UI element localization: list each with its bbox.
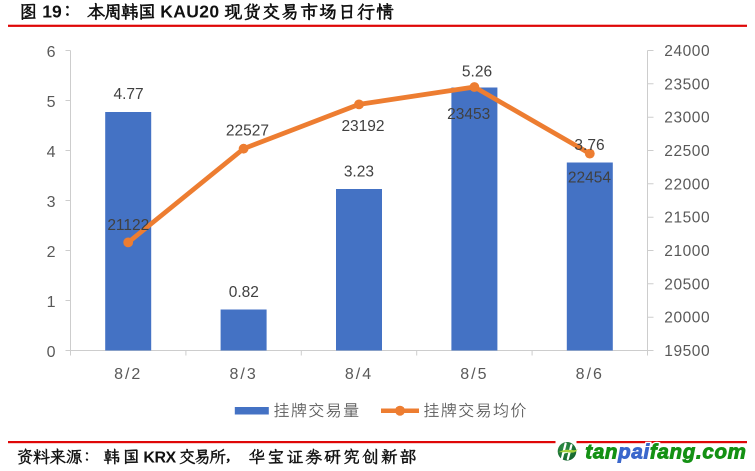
svg-text:KAU20: KAU20: [160, 1, 219, 21]
svg-text:0.82: 0.82: [229, 284, 259, 301]
svg-text:22500: 22500: [664, 143, 710, 160]
svg-text:21122: 21122: [107, 217, 149, 234]
svg-text:22527: 22527: [226, 122, 269, 139]
svg-text:23000: 23000: [664, 110, 710, 127]
svg-text:4: 4: [47, 144, 56, 161]
svg-text:22000: 22000: [664, 176, 710, 193]
svg-text:tanpaifang.com: tanpaifang.com: [585, 441, 746, 464]
svg-text:8/6: 8/6: [576, 366, 604, 383]
svg-text:20500: 20500: [664, 276, 710, 293]
svg-text:23500: 23500: [664, 76, 710, 93]
svg-text:22454: 22454: [568, 170, 611, 187]
svg-text:4.77: 4.77: [114, 86, 144, 103]
svg-text:5.26: 5.26: [462, 64, 492, 81]
svg-text:3.23: 3.23: [344, 163, 374, 180]
svg-text:5: 5: [47, 94, 56, 111]
svg-text:3.76: 3.76: [574, 137, 604, 154]
svg-text:19500: 19500: [664, 343, 710, 360]
svg-text:23453: 23453: [447, 106, 490, 123]
svg-text:8/2: 8/2: [114, 366, 142, 383]
svg-text:1: 1: [47, 294, 56, 311]
svg-text:20000: 20000: [664, 310, 710, 327]
svg-text:24000: 24000: [664, 43, 710, 60]
svg-text:19: 19: [42, 1, 62, 21]
svg-text:8/3: 8/3: [229, 366, 257, 383]
svg-text:3: 3: [47, 194, 56, 211]
svg-text:8/5: 8/5: [460, 366, 488, 383]
svg-text:KRX: KRX: [143, 450, 176, 467]
svg-text:23192: 23192: [341, 118, 384, 135]
svg-text:tanpaifang.com: tanpaifang.com: [585, 441, 746, 464]
svg-text:21000: 21000: [664, 243, 710, 260]
svg-text:8/4: 8/4: [345, 366, 373, 383]
svg-text:6: 6: [47, 44, 56, 61]
svg-text:21500: 21500: [664, 210, 710, 227]
svg-text:2: 2: [47, 244, 56, 261]
svg-text:0: 0: [47, 344, 56, 361]
